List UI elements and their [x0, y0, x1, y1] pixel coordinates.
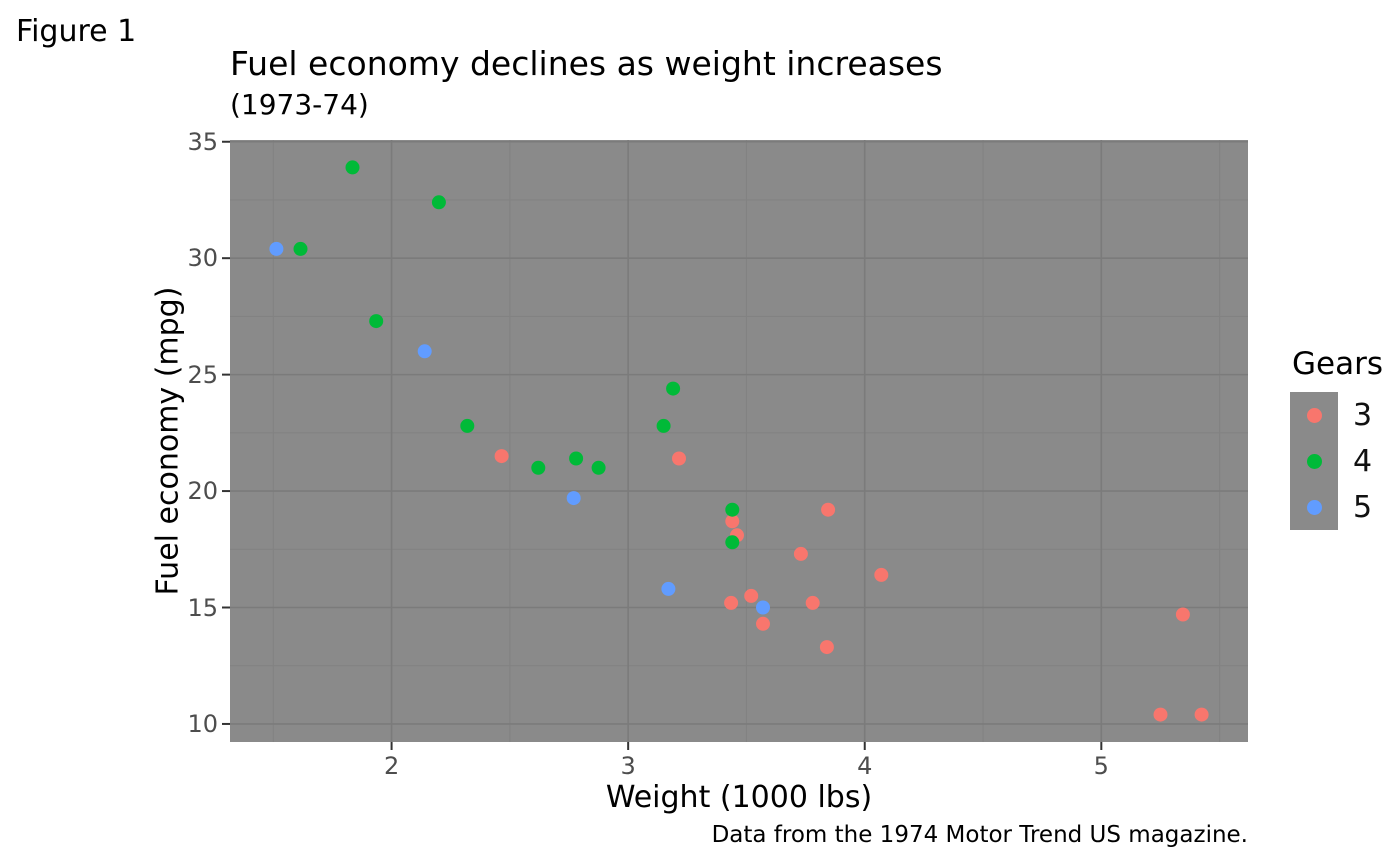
legend-point-icon	[1306, 407, 1322, 423]
x-tick-label: 5	[1093, 752, 1109, 780]
legend-title: Gears	[1292, 346, 1383, 382]
legend-key-swatch	[1290, 438, 1338, 484]
y-tick-label: 10	[187, 709, 218, 738]
legend-label: 3	[1353, 397, 1373, 433]
y-tick-label: 15	[187, 593, 218, 622]
legend-entry-gear-5: 5	[1290, 484, 1372, 530]
data-point-gear-4	[725, 535, 740, 550]
legend-key-swatch	[1290, 484, 1338, 530]
data-point-gear-4	[569, 451, 584, 466]
x-tick-label: 4	[857, 752, 873, 780]
data-point-gear-3	[725, 514, 740, 529]
y-axis-title: Fuel economy (mpg)	[150, 286, 186, 596]
data-point-gear-3	[793, 546, 808, 561]
y-tick-label: 25	[187, 360, 218, 389]
legend-label: 5	[1353, 489, 1373, 525]
data-point-gear-4	[725, 502, 740, 517]
data-point-gear-4	[431, 195, 446, 210]
data-point-gear-4	[531, 460, 546, 475]
legend-key-swatch	[1290, 392, 1338, 438]
data-point-gear-4	[460, 418, 475, 433]
plot-panel-background	[230, 140, 1248, 742]
legend-point-icon	[1306, 453, 1322, 469]
data-point-gear-3	[672, 451, 686, 466]
data-point-gear-3	[874, 567, 889, 582]
data-point-gear-4	[293, 241, 308, 256]
data-point-gear-4	[656, 418, 671, 433]
y-tick-label: 30	[187, 244, 218, 273]
data-point-gear-3	[819, 640, 834, 655]
legend: 3 4 5	[1290, 392, 1372, 530]
data-point-gear-3	[756, 616, 770, 631]
data-point-gear-5	[417, 344, 432, 359]
chart-title: Fuel economy declines as weight increase…	[230, 44, 943, 83]
y-tick-label: 35	[187, 127, 218, 156]
x-tick-label: 2	[383, 752, 400, 780]
data-point-gear-5	[756, 600, 770, 615]
data-point-gear-3	[724, 595, 739, 610]
data-point-gear-4	[666, 381, 681, 396]
x-axis-title: Weight (1000 lbs)	[605, 780, 873, 815]
chart-caption: Data from the 1974 Motor Trend US magazi…	[711, 822, 1248, 848]
data-point-gear-4	[591, 460, 606, 475]
data-point-gear-3	[494, 449, 509, 464]
legend-entry-gear-3: 3	[1290, 392, 1372, 438]
figure-label: Figure 1	[16, 14, 137, 49]
data-point-gear-3	[1194, 707, 1209, 722]
legend-point-icon	[1306, 499, 1322, 515]
data-point-gear-3	[821, 502, 836, 517]
legend-label: 4	[1353, 443, 1373, 479]
x-tick-label: 3	[620, 752, 636, 780]
data-point-gear-3	[1153, 707, 1168, 722]
y-tick-label: 20	[187, 477, 218, 506]
data-point-gear-3	[1175, 607, 1190, 622]
data-point-gear-5	[661, 581, 676, 596]
data-point-gear-4	[369, 314, 384, 329]
data-point-gear-4	[345, 160, 360, 175]
data-point-gear-5	[566, 491, 581, 506]
legend-entry-gear-4: 4	[1290, 438, 1372, 484]
data-point-gear-3	[744, 588, 759, 603]
data-point-gear-5	[269, 241, 284, 256]
data-point-gear-3	[805, 595, 820, 610]
chart-subtitle: (1973-74)	[230, 88, 369, 121]
